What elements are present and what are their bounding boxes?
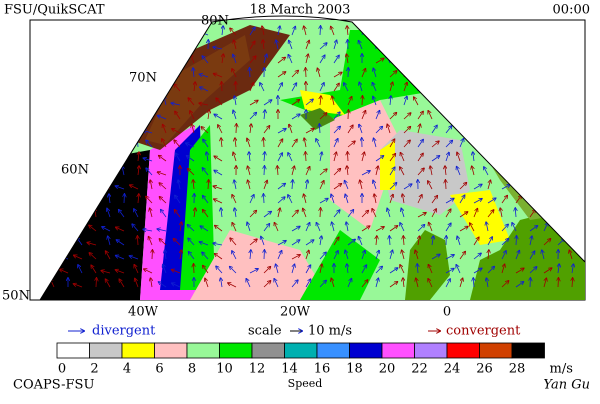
wind-arrow	[249, 68, 250, 77]
colorbar-tick-label: 12	[249, 362, 266, 377]
colorbar-box	[57, 343, 90, 358]
colorbar-box	[187, 343, 220, 358]
colorbar-unit: m/s	[550, 362, 573, 377]
colorbar-box	[317, 343, 350, 358]
colorbar-tick-label: 10	[216, 362, 233, 377]
colorbar-tick-label: 14	[281, 362, 298, 377]
colorbar-tick-label: 6	[155, 362, 163, 377]
divergent-label: divergent	[92, 324, 156, 339]
wind-arrow	[347, 152, 348, 161]
scale-label: scale	[248, 324, 282, 339]
wind-arrow	[263, 138, 264, 147]
colorbar-tick-label: 24	[444, 362, 461, 377]
lat-label: 50N	[2, 289, 30, 304]
wind-arrow	[264, 166, 265, 175]
footer-left: COAPS-FSU	[13, 378, 94, 393]
convergent-label: convergent	[446, 324, 521, 339]
colorbar-tick-label: 0	[58, 362, 66, 377]
colorbar-box	[382, 343, 415, 358]
colorbar-box	[447, 343, 480, 358]
colorbar-box	[220, 343, 253, 358]
lon-label: 0	[443, 305, 451, 320]
colorbar-title: Speed	[288, 377, 323, 390]
header-center: 18 March 2003	[250, 3, 351, 18]
colorbar-tick-label: 20	[379, 362, 396, 377]
wind-arrow	[516, 236, 517, 245]
wind-arrow	[320, 26, 321, 35]
lat-label: 70N	[129, 71, 157, 86]
colorbar-tick-label: 28	[509, 362, 526, 377]
colorbar-tick-label: 22	[411, 362, 428, 377]
colorbar-tick-label: 18	[346, 362, 363, 377]
colorbar-tick-label: 26	[476, 362, 493, 377]
scale-value: 10 m/s	[308, 324, 352, 339]
wind-arrow	[445, 180, 446, 189]
lon-label: 20W	[280, 305, 311, 320]
colorbar-box	[285, 343, 318, 358]
wind-arrow	[305, 68, 306, 77]
colorbar-tick-label: 2	[90, 362, 98, 377]
colorbar-tick-label: 8	[188, 362, 196, 377]
footer-right: Yan Gu	[543, 378, 590, 393]
colorbar-tick-label: 4	[123, 362, 131, 377]
colorbar-tick-label: 16	[314, 362, 331, 377]
colorbar-box	[122, 343, 155, 358]
lon-label: 40W	[128, 305, 159, 320]
colorbar-box	[350, 343, 383, 358]
colorbar-box	[252, 343, 285, 358]
colorbar-box	[155, 343, 188, 358]
header-right: 00:00	[553, 3, 590, 18]
colorbar-box	[415, 343, 448, 358]
lat-label: 60N	[61, 163, 89, 178]
colorbar-box	[90, 343, 123, 358]
header-left: FSU/QuikSCAT	[4, 3, 105, 18]
lat-label: 80N	[201, 14, 229, 29]
colorbar-box	[480, 343, 513, 358]
colorbar-box	[512, 343, 545, 358]
